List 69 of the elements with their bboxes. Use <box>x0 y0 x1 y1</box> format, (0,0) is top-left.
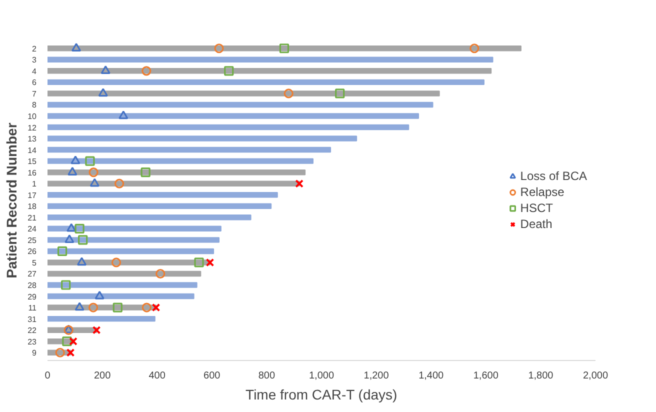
y-tick-label: 14 <box>28 146 38 155</box>
y-tick-label: 8 <box>32 100 38 110</box>
bar <box>48 146 332 153</box>
y-tick-label: 22 <box>28 326 38 336</box>
bar <box>48 102 434 108</box>
y-tick-label: 4 <box>32 66 38 76</box>
bar <box>48 192 278 198</box>
x-tick-label: 800 <box>258 370 276 382</box>
bar <box>48 293 194 300</box>
bar <box>48 56 494 63</box>
y-tick-label: 23 <box>28 337 38 346</box>
x-axis-title: Time from CAR-T (days) <box>246 386 398 402</box>
x-tick-label: 600 <box>204 370 221 382</box>
bar <box>48 316 156 322</box>
bar <box>48 248 214 254</box>
y-tick-label: 29 <box>28 292 38 302</box>
y-tick-label: 7 <box>32 89 38 98</box>
bar <box>48 136 358 142</box>
bar <box>48 79 484 86</box>
bar <box>48 260 210 266</box>
legend-label: Loss of BCA <box>520 169 587 183</box>
y-tick-label: 28 <box>28 281 38 290</box>
y-tick-label: 1 <box>32 180 38 189</box>
y-tick-label: 24 <box>28 224 38 234</box>
x-tick-label: 1,400 <box>418 370 444 382</box>
bar <box>48 180 300 186</box>
y-tick-label: 11 <box>28 304 38 313</box>
y-tick-label: 26 <box>28 247 38 256</box>
bar <box>48 113 419 119</box>
x-tick-label: 1,600 <box>473 370 499 382</box>
x-tick-label: 0 <box>44 370 51 382</box>
bar <box>48 214 252 220</box>
y-tick-label: 18 <box>28 202 38 212</box>
legend-label: HSCT <box>520 201 553 215</box>
bar <box>48 90 440 96</box>
y-tick-label: 6 <box>32 78 38 88</box>
x-tick-label: 200 <box>94 370 112 382</box>
bar <box>48 124 410 130</box>
y-tick-label: 27 <box>28 270 38 279</box>
y-tick-label: 9 <box>32 348 38 358</box>
y-tick-label: 17 <box>28 190 38 200</box>
y-axis-title: Patient Record Number <box>4 122 20 278</box>
bar <box>48 158 314 164</box>
y-tick-label: 31 <box>28 314 38 324</box>
bar <box>48 169 306 176</box>
legend-label: Death <box>520 217 552 231</box>
y-tick-label: 10 <box>28 112 38 121</box>
bar <box>48 270 202 277</box>
bar <box>48 203 272 209</box>
bar <box>48 282 198 288</box>
y-tick-label: 16 <box>28 168 38 178</box>
x-tick-label: 1,200 <box>364 370 390 382</box>
x-tick-label: 1,800 <box>528 370 554 382</box>
y-tick-label: 5 <box>32 258 38 268</box>
x-tick-label: 1,000 <box>308 370 334 382</box>
x-tick-label: 2,000 <box>582 370 608 382</box>
x-tick-label: 400 <box>148 370 166 382</box>
bar <box>48 68 492 74</box>
y-tick-label: 25 <box>28 236 38 245</box>
bar <box>48 237 220 243</box>
y-tick-label: 15 <box>28 157 38 166</box>
bar <box>48 46 522 52</box>
y-tick-label: 2 <box>32 44 38 54</box>
y-tick-label: 21 <box>28 213 38 222</box>
bar <box>48 226 222 232</box>
y-tick-label: 12 <box>28 123 38 132</box>
y-tick-label: 13 <box>28 134 38 144</box>
legend-label: Relapse <box>520 185 564 199</box>
y-tick-label: 3 <box>32 56 38 65</box>
